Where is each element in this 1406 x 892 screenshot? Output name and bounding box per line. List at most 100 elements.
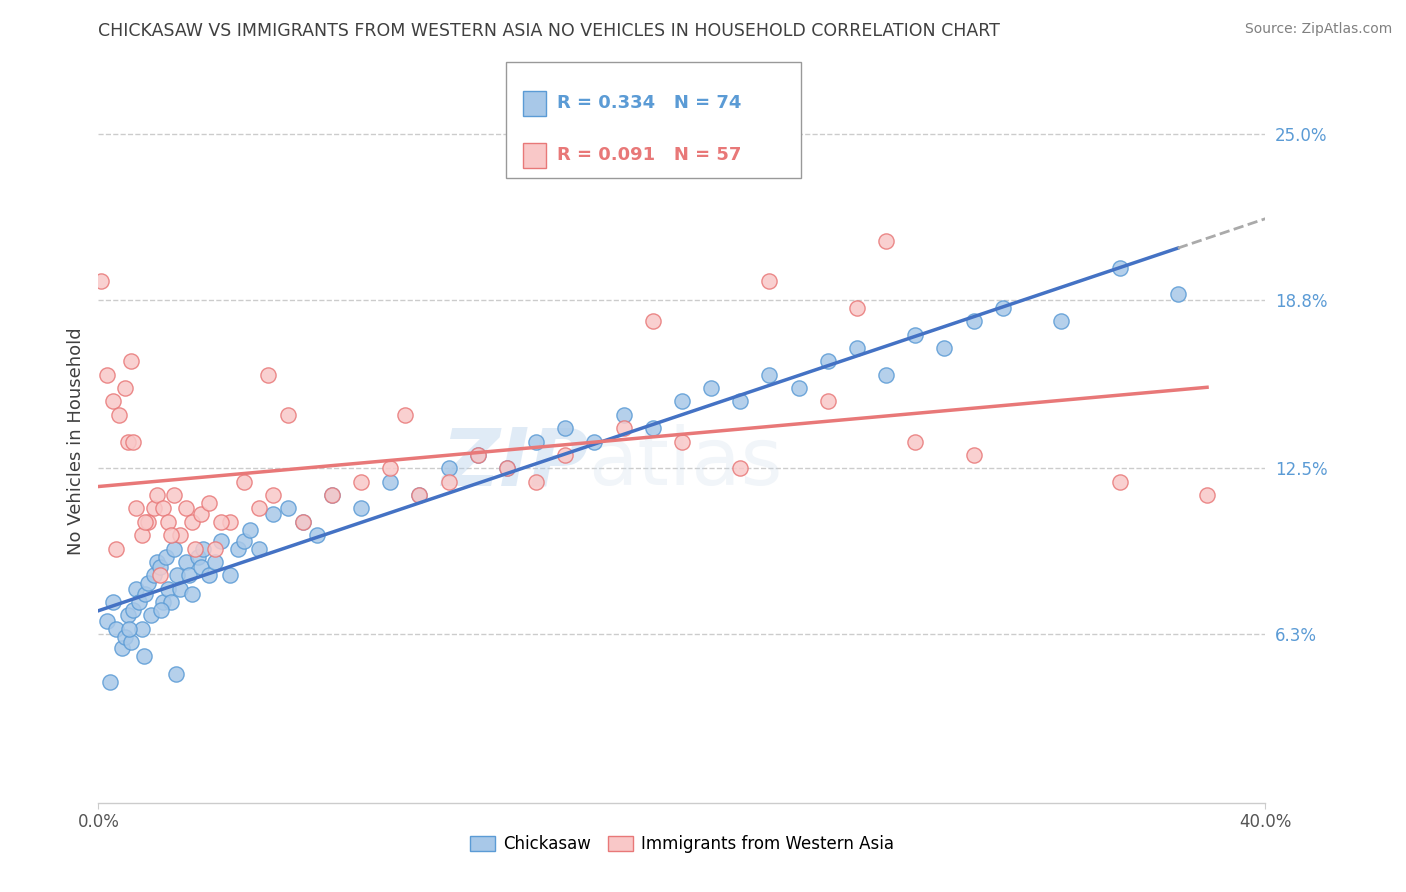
Point (256, 368, 278, 382)
Point (134, 515, 156, 529)
Point (90, 274, 112, 288)
Point (613, 408, 636, 422)
Point (380, 461, 402, 475)
Point (321, 488, 343, 502)
Point (146, 555, 169, 569)
Point (163, 541, 186, 556)
Point (758, 274, 780, 288)
Point (131, 528, 153, 542)
Point (149, 568, 172, 582)
Point (174, 555, 197, 569)
Point (277, 408, 299, 422)
Point (125, 582, 148, 596)
Point (437, 475, 460, 489)
Point (437, 461, 460, 475)
Point (101, 394, 124, 409)
Point (96, 368, 118, 382)
Point (730, 394, 752, 409)
Point (321, 488, 343, 502)
Point (160, 595, 183, 609)
Point (114, 381, 136, 395)
Text: R = 0.091   N = 57: R = 0.091 N = 57 (557, 146, 741, 164)
Point (142, 568, 165, 582)
Point (165, 667, 187, 681)
Point (350, 501, 373, 516)
Point (142, 501, 165, 516)
Point (180, 515, 202, 529)
Point (394, 408, 416, 422)
Point (263, 488, 285, 502)
Point (263, 507, 285, 521)
Point (104, 622, 127, 636)
Point (146, 488, 169, 502)
Point (875, 234, 897, 248)
Point (1167, 287, 1189, 301)
Point (169, 528, 191, 542)
Point (120, 635, 142, 649)
Point (150, 603, 173, 617)
Point (641, 314, 664, 328)
Point (120, 354, 142, 368)
Point (758, 368, 780, 382)
Point (291, 515, 314, 529)
Point (204, 541, 226, 556)
Point (524, 475, 547, 489)
Point (277, 501, 299, 516)
Legend: Chickasaw, Immigrants from Western Asia: Chickasaw, Immigrants from Western Asia (463, 828, 901, 860)
Point (101, 595, 124, 609)
Point (247, 501, 270, 516)
Point (239, 523, 262, 537)
Point (218, 568, 240, 582)
Point (149, 560, 172, 574)
Point (117, 608, 139, 623)
Point (247, 541, 270, 556)
Text: atlas: atlas (589, 425, 783, 502)
Point (496, 461, 519, 475)
Point (108, 408, 131, 422)
Text: ZIP: ZIP (441, 425, 589, 502)
Point (157, 582, 180, 596)
Point (671, 394, 693, 409)
Point (190, 507, 212, 521)
Point (132, 648, 155, 663)
Point (118, 622, 141, 636)
Point (152, 595, 174, 609)
Point (187, 549, 209, 564)
Point (125, 501, 148, 516)
Point (846, 301, 869, 315)
Point (122, 434, 145, 449)
Point (846, 341, 869, 355)
Point (962, 448, 984, 462)
Point (104, 541, 127, 556)
Point (157, 515, 180, 529)
Point (160, 528, 183, 542)
Point (1050, 314, 1073, 328)
Point (380, 475, 402, 489)
Point (218, 515, 240, 529)
Point (183, 541, 205, 556)
Point (671, 434, 693, 449)
Point (209, 515, 232, 529)
Point (524, 434, 547, 449)
Point (787, 381, 810, 395)
Point (152, 501, 174, 516)
Point (228, 541, 250, 556)
Point (408, 488, 430, 502)
Point (1197, 488, 1219, 502)
Text: CHICKASAW VS IMMIGRANTS FROM WESTERN ASIA NO VEHICLES IN HOUSEHOLD CORRELATION C: CHICKASAW VS IMMIGRANTS FROM WESTERN ASI… (98, 22, 1000, 40)
Y-axis label: No Vehicles in Household: No Vehicles in Household (66, 327, 84, 556)
Point (198, 496, 221, 510)
Point (193, 541, 215, 556)
Point (117, 434, 139, 449)
Text: R = 0.334   N = 74: R = 0.334 N = 74 (557, 94, 741, 112)
Point (467, 448, 489, 462)
Point (114, 630, 136, 644)
Point (875, 368, 897, 382)
Point (934, 341, 956, 355)
Point (408, 488, 430, 502)
Point (904, 327, 927, 342)
Point (1108, 260, 1130, 275)
Text: Source: ZipAtlas.com: Source: ZipAtlas.com (1244, 22, 1392, 37)
Point (991, 301, 1014, 315)
Point (177, 568, 200, 582)
